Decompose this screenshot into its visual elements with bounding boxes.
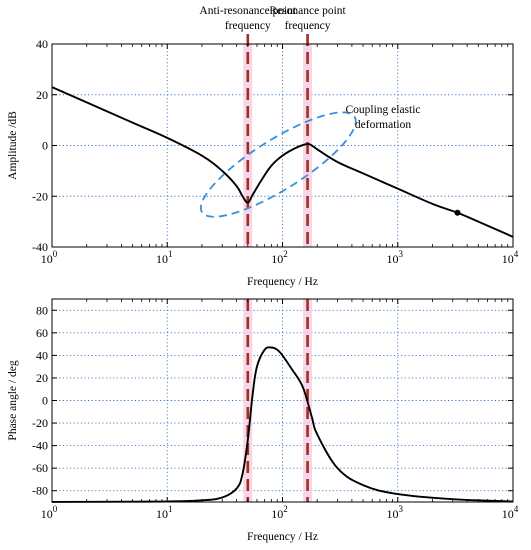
amplitude-x-tick-labels: 100 101 102 103 104 (41, 249, 519, 266)
amplitude-y-tick-label: -20 (32, 189, 48, 203)
amplitude-panel: 100 101 102 103 104 -40 -20 0 20 40 Frequency / … (7, 5, 519, 288)
phase-y-axis-label: Phase angle / deg (7, 360, 19, 440)
amplitude-marker-point (454, 209, 461, 216)
phase-curve-group (51, 346, 514, 503)
phase-y-tick-label: -20 (32, 416, 48, 430)
phase-x-tick-label: 102 (271, 504, 288, 521)
amplitude-curve-group (51, 86, 514, 238)
phase-x-tick-labels: 100 101 102 103 104 (41, 504, 519, 521)
phase-x-tick-label: 104 (502, 504, 519, 521)
amplitude-y-tick-label: 20 (36, 88, 48, 102)
phase-grid (52, 299, 513, 502)
phase-x-tick-label: 100 (41, 504, 58, 521)
resonance-annotation-line2: frequency (285, 20, 331, 32)
anti-resonance-annotation-line2: frequency (225, 20, 271, 32)
phase-y-tick-label: 60 (36, 326, 48, 340)
phase-y-tick-label: -60 (32, 461, 48, 475)
amplitude-x-tick-label: 100 (41, 249, 58, 266)
phase-y-tick-label: -40 (32, 439, 48, 453)
phase-vertical-lines (246, 299, 309, 502)
amplitude-y-tick-labels: -40 -20 0 20 40 (32, 37, 48, 254)
coupling-annotation-line2: deformation (355, 119, 411, 131)
amplitude-y-axis-label: Amplitude /dB (7, 111, 19, 180)
phase-y-tick-label: 0 (42, 394, 48, 408)
amplitude-x-tick-label: 101 (156, 249, 173, 266)
amplitude-x-axis-label: Frequency / Hz (247, 276, 318, 288)
amplitude-ticks (51, 43, 514, 248)
phase-y-tick-label: 40 (36, 348, 48, 362)
phase-x-tick-label: 101 (156, 504, 173, 521)
phase-ticks (51, 299, 514, 502)
amplitude-x-tick-label: 103 (387, 249, 404, 266)
phase-x-tick-label: 103 (387, 504, 404, 521)
coupling-ellipse-group (199, 111, 357, 218)
phase-y-tick-label: 20 (36, 371, 48, 385)
phase-y-tick-label: 80 (36, 303, 48, 317)
amplitude-x-tick-label: 104 (502, 249, 519, 266)
amplitude-y-tick-label: 40 (36, 37, 48, 51)
coupling-deformation-ellipse (199, 111, 357, 218)
phase-panel: 100 101 102 103 104 -80 -60 -40 -20 0 20 40 60 80 Fr… (7, 298, 519, 543)
amplitude-y-tick-label: 0 (42, 139, 48, 153)
phase-y-tick-label: -80 (32, 484, 48, 498)
amplitude-x-tick-label: 102 (271, 249, 288, 266)
amplitude-y-tick-label: -40 (32, 240, 48, 254)
phase-x-axis-label: Frequency / Hz (247, 531, 318, 543)
amplitude-grid (52, 44, 513, 247)
amplitude-series-line (51, 86, 514, 238)
anti-resonance-annotation-line1: Anti-resonance point (199, 5, 297, 17)
resonance-annotation-line1: Resonance point (269, 5, 346, 17)
phase-y-tick-labels: -80 -60 -40 -20 0 20 40 60 80 (32, 303, 48, 497)
amplitude-vertical-lines (246, 34, 309, 247)
coupling-annotation-line1: Coupling elastic (345, 104, 420, 116)
phase-series-line (51, 346, 514, 503)
